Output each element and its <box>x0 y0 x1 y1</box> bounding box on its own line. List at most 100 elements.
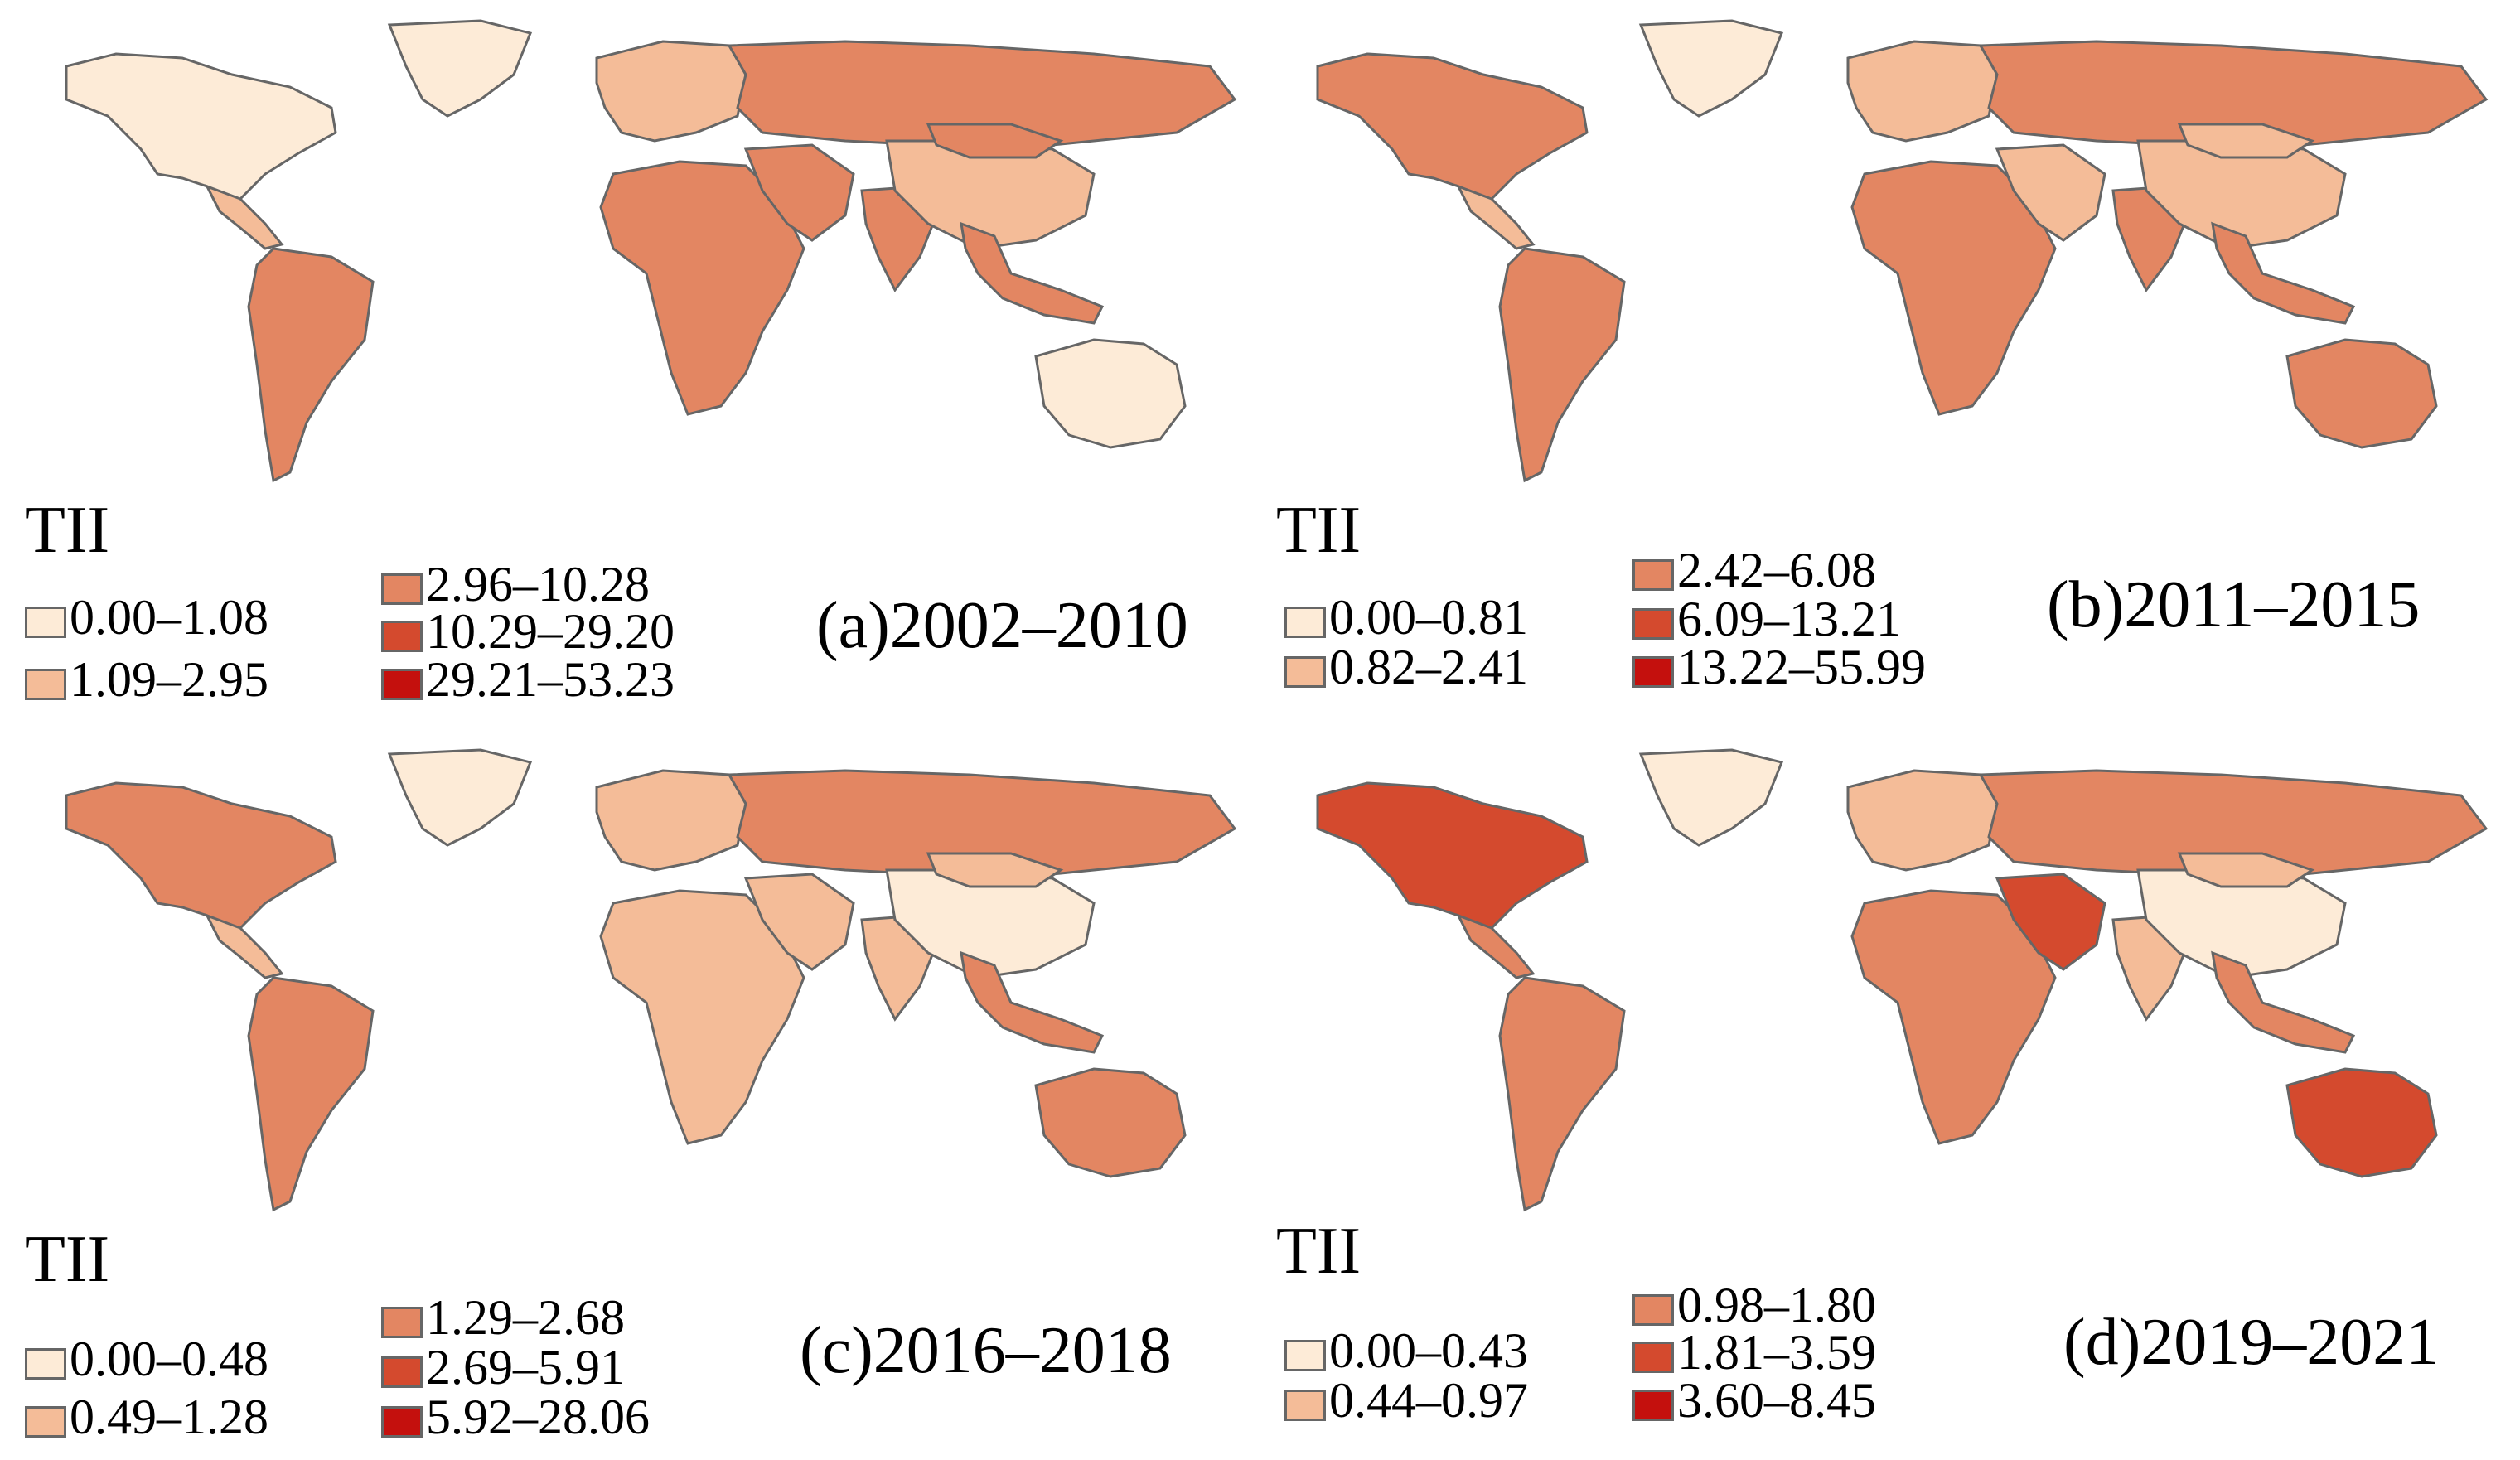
region-europe <box>1846 769 1999 872</box>
legend-swatch <box>1632 608 1674 641</box>
legend-class-2: 0.82–2.41 <box>1284 642 1528 692</box>
region-middle-east <box>1995 873 2106 971</box>
region-central-america <box>1455 184 1536 250</box>
map-svg <box>65 748 1237 1212</box>
legend-class-5: 29.21–53.23 <box>381 655 675 704</box>
region-central-america <box>204 913 284 979</box>
world-map <box>1268 737 2511 1235</box>
map-svg <box>1316 748 2489 1212</box>
legend-class-3: 2.96–10.28 <box>381 559 650 609</box>
legend-class-3: 0.98–1.80 <box>1632 1280 1876 1330</box>
region-russia <box>727 40 1237 151</box>
region-russia <box>727 769 1237 880</box>
legend-class-2: 1.09–2.95 <box>25 655 268 704</box>
region-greenland <box>1638 748 1784 847</box>
legend-title: TII <box>25 494 110 567</box>
region-south-america <box>1498 247 1626 483</box>
legend-title: TII <box>25 1223 110 1296</box>
region-north-america <box>1316 781 1589 934</box>
legend-swatch <box>1632 559 1674 592</box>
region-south-america <box>247 247 375 483</box>
region-greenland <box>387 19 533 118</box>
region-russia <box>1978 40 2489 151</box>
region-europe <box>1846 40 1999 143</box>
legend-swatch <box>1632 656 1674 689</box>
legend-swatch <box>1632 1390 1674 1422</box>
world-map <box>17 8 1260 505</box>
panel-caption: (c)2016–2018 <box>800 1314 1172 1387</box>
map-svg <box>65 19 1237 483</box>
legend-swatch <box>25 669 66 701</box>
region-australia <box>1034 1067 1187 1178</box>
region-mongolia <box>926 123 1064 159</box>
region-north-america <box>1316 52 1589 205</box>
legend-class-2: 0.44–0.97 <box>1284 1375 1528 1425</box>
region-southeast-asia <box>960 221 1105 325</box>
panel-caption: (d)2019–2021 <box>2063 1306 2440 1379</box>
legend-title: TII <box>1276 494 1362 567</box>
legend-class-5: 5.92–28.06 <box>381 1392 650 1442</box>
legend-swatch <box>381 1307 423 1339</box>
legend-swatch <box>25 1348 66 1380</box>
region-south-america <box>247 976 375 1212</box>
region-greenland <box>1638 19 1784 118</box>
legend-class-3: 1.29–2.68 <box>381 1293 625 1342</box>
panel-b: TII 0.00–0.81 0.82–2.41 2.42–6.08 6.09–1… <box>1268 8 2511 729</box>
legend-swatch <box>1632 1294 1674 1327</box>
region-south-america <box>1498 976 1626 1212</box>
region-central-america <box>1455 913 1536 979</box>
legend-class-4: 10.29–29.20 <box>381 607 675 656</box>
region-mongolia <box>2177 852 2315 888</box>
legend-swatch <box>1632 1342 1674 1374</box>
world-map <box>1268 8 2511 505</box>
region-north-america <box>65 781 337 934</box>
region-europe <box>595 40 747 143</box>
region-australia <box>2285 338 2438 449</box>
panel-caption: (b)2011–2015 <box>2047 568 2421 641</box>
region-middle-east <box>1995 143 2106 242</box>
region-middle-east <box>743 873 855 971</box>
legend-swatch <box>25 1406 66 1438</box>
legend-swatch <box>25 607 66 639</box>
legend-class-4: 2.69–5.91 <box>381 1342 625 1392</box>
region-southeast-asia <box>2211 221 2356 325</box>
region-middle-east <box>743 143 855 242</box>
map-svg <box>1316 19 2489 483</box>
panel-d: TII 0.00–0.43 0.44–0.97 0.98–1.80 1.81–3… <box>1268 737 2511 1458</box>
region-australia <box>1034 338 1187 449</box>
region-mongolia <box>926 852 1064 888</box>
legend-title: TII <box>1276 1215 1362 1288</box>
legend-class-5: 13.22–55.99 <box>1632 642 1926 692</box>
legend-class-1: 0.00–0.48 <box>25 1334 268 1384</box>
legend-class-2: 0.49–1.28 <box>25 1392 268 1442</box>
legend-swatch <box>381 573 423 606</box>
legend-swatch <box>381 621 423 653</box>
region-central-america <box>204 184 284 250</box>
region-southeast-asia <box>960 950 1105 1054</box>
panel-c: TII 0.00–0.48 0.49–1.28 1.29–2.68 2.69–5… <box>17 737 1260 1458</box>
legend-swatch <box>381 1356 423 1389</box>
legend-swatch <box>1284 656 1326 689</box>
region-north-america <box>65 52 337 205</box>
legend-swatch <box>1284 607 1326 639</box>
legend-class-3: 2.42–6.08 <box>1632 545 1876 595</box>
legend-swatch <box>381 669 423 701</box>
world-map <box>17 737 1260 1235</box>
panel-a: TII 0.00–1.08 1.09–2.95 2.96–10.28 10.29… <box>17 8 1260 729</box>
legend-class-5: 3.60–8.45 <box>1632 1375 1876 1425</box>
legend-swatch <box>1284 1340 1326 1372</box>
legend-class-4: 6.09–13.21 <box>1632 594 1901 644</box>
region-australia <box>2285 1067 2438 1178</box>
legend-class-4: 1.81–3.59 <box>1632 1327 1876 1377</box>
legend-class-1: 0.00–0.81 <box>1284 592 1528 642</box>
region-russia <box>1978 769 2489 880</box>
panel-caption: (a)2002–2010 <box>816 589 1188 662</box>
region-mongolia <box>2177 123 2315 159</box>
region-southeast-asia <box>2211 950 2356 1054</box>
region-greenland <box>387 748 533 847</box>
legend-class-1: 0.00–0.43 <box>1284 1326 1528 1375</box>
legend-swatch <box>381 1406 423 1438</box>
region-europe <box>595 769 747 872</box>
legend-swatch <box>1284 1390 1326 1422</box>
legend-class-1: 0.00–1.08 <box>25 592 268 642</box>
